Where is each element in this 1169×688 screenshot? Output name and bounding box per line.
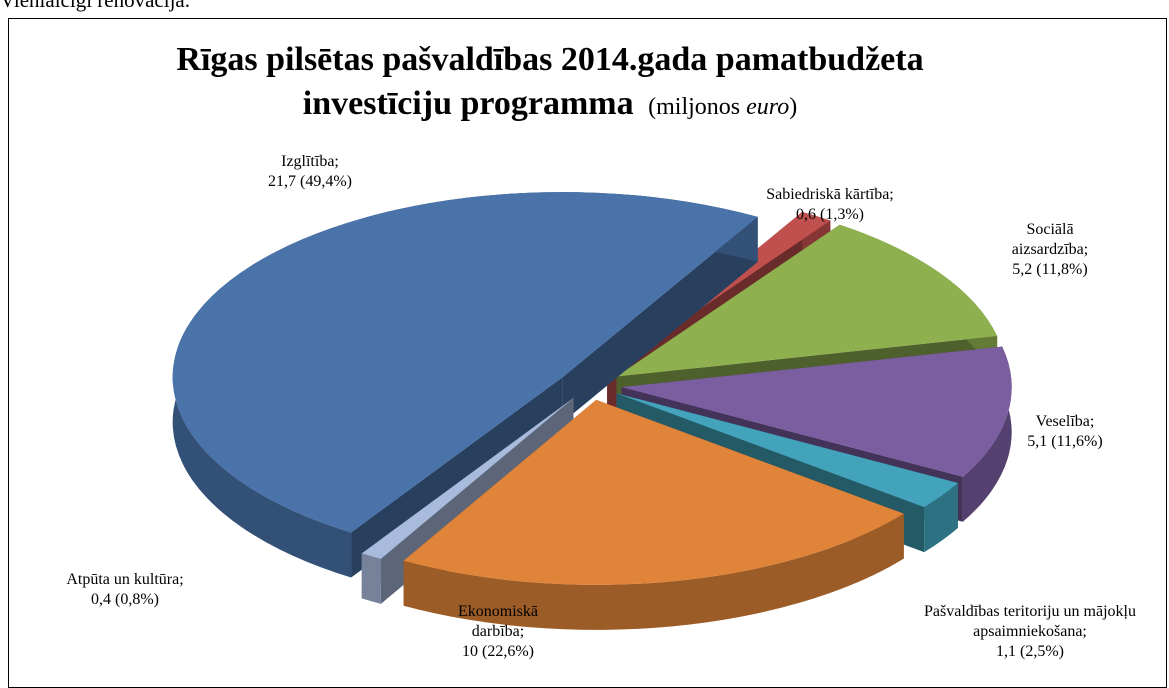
value-label: 21,7 (49,4%) (268, 173, 352, 190)
slice-side-shade (361, 553, 381, 604)
category-label: Atpūta un kultūra; (66, 571, 184, 588)
data-label: Sabiedriskā kārtība; 0,6 (1,3%) (745, 185, 915, 225)
data-label: Atpūta un kultūra; 0,4 (0,8%) (40, 570, 210, 610)
slice-top (616, 224, 998, 377)
data-label: Ekonomiskā darbība; 10 (22,6%) (443, 602, 553, 662)
slice (172, 192, 758, 578)
value-label: 0,4 (0,8%) (91, 591, 159, 608)
category-label: Ekonomiskā darbība; (458, 603, 538, 640)
data-label: Sociālā aizsardzība; 5,2 (11,8%) (1000, 220, 1100, 280)
unit-note-part: (miljonos (648, 94, 741, 120)
category-label: Pašvaldības teritoriju un mājokļu apsaim… (924, 603, 1136, 640)
slice-side (361, 553, 381, 604)
value-label: 0,6 (1,3%) (796, 206, 864, 223)
slice-side (924, 483, 958, 553)
value-label: 10 (22,6%) (462, 643, 534, 660)
data-label: Veselība; 5,1 (11,6%) (1010, 412, 1120, 452)
slice-side-shade (361, 397, 574, 599)
slice-side-shade (562, 216, 758, 423)
value-label: 1,1 (2,5%) (996, 643, 1064, 660)
preceding-text: Vienlaicīgi renovācija. (0, 0, 190, 12)
slice-top (361, 397, 574, 559)
slice-side (403, 513, 904, 630)
unit-note-part: euro (746, 94, 790, 120)
chart-title: Rīgas pilsētas pašvaldības 2014.gada pam… (176, 41, 924, 122)
slice-top (172, 192, 758, 533)
slice-top (616, 393, 958, 508)
category-label: Sabiedriskā kārtība; (766, 186, 894, 203)
unit-note-part: ) (789, 94, 798, 120)
category-label: Izglītība; (281, 153, 339, 170)
slice-side-shade (924, 483, 958, 553)
slice (403, 399, 904, 630)
slice-side (962, 346, 1012, 522)
slice-side-shade (962, 346, 1012, 522)
category-label: Veselība; (1035, 413, 1095, 430)
slice-side-shade (403, 513, 904, 630)
data-label: Izglītība; 21,7 (49,4%) (240, 152, 380, 192)
slice-top (403, 399, 904, 585)
chart-title-block: Rīgas pilsētas pašvaldības 2014.gada pam… (100, 38, 1000, 129)
slice-side (562, 216, 758, 423)
value-label: 5,1 (11,6%) (1027, 433, 1103, 450)
value-label: 5,2 (11,8%) (1012, 261, 1088, 278)
data-label: Pašvaldības teritoriju un mājokļu apsaim… (915, 602, 1145, 662)
slice-side (361, 397, 574, 599)
category-label: Sociālā aizsardzība; (1011, 221, 1089, 258)
unit-note: (miljonos euro) (642, 94, 797, 120)
slice-top (621, 346, 1012, 477)
